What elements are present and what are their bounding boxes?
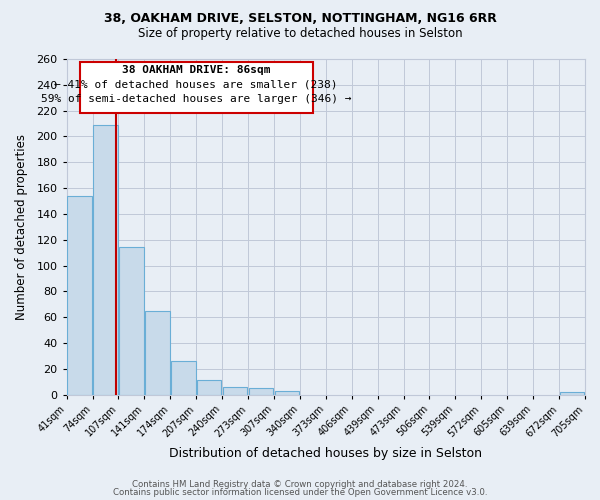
Text: 59% of semi-detached houses are larger (346) →: 59% of semi-detached houses are larger (… (41, 94, 352, 104)
X-axis label: Distribution of detached houses by size in Selston: Distribution of detached houses by size … (169, 447, 482, 460)
Bar (223, 387, 247, 394)
Bar (119, 248, 144, 394)
Bar (67, 196, 92, 394)
Text: Contains HM Land Registry data © Crown copyright and database right 2024.: Contains HM Land Registry data © Crown c… (132, 480, 468, 489)
Text: Contains public sector information licensed under the Open Government Licence v3: Contains public sector information licen… (113, 488, 487, 497)
Text: ← 41% of detached houses are smaller (238): ← 41% of detached houses are smaller (23… (55, 80, 338, 90)
Y-axis label: Number of detached properties: Number of detached properties (15, 134, 28, 320)
Bar (93, 125, 118, 394)
Bar (248, 388, 274, 394)
Text: 38, OAKHAM DRIVE, SELSTON, NOTTINGHAM, NG16 6RR: 38, OAKHAM DRIVE, SELSTON, NOTTINGHAM, N… (104, 12, 496, 26)
Bar (275, 391, 299, 394)
Bar (197, 380, 221, 394)
Bar (145, 310, 170, 394)
Bar (560, 392, 584, 394)
FancyBboxPatch shape (80, 62, 313, 113)
Text: Size of property relative to detached houses in Selston: Size of property relative to detached ho… (137, 28, 463, 40)
Bar (171, 361, 196, 394)
Text: 38 OAKHAM DRIVE: 86sqm: 38 OAKHAM DRIVE: 86sqm (122, 66, 271, 76)
